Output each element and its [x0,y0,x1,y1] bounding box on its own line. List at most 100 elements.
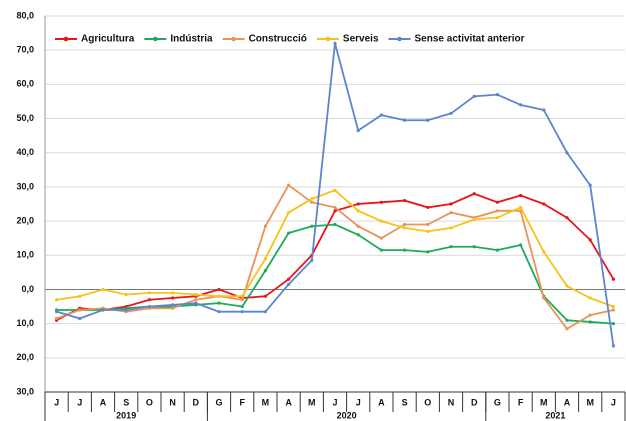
point [78,308,82,312]
point [565,216,569,220]
y-tick-label: 70,0 [16,45,34,55]
point [426,205,430,210]
point [565,318,569,322]
x-tick-label: J [332,397,337,407]
point [472,217,476,221]
point [356,224,360,228]
point [588,313,592,317]
point [495,248,499,252]
x-tick-label: M [586,397,594,407]
point [519,103,523,107]
point [356,209,360,213]
series-line [56,192,615,322]
point [426,118,430,122]
point [403,118,407,122]
point [101,287,105,292]
x-tick-label: M [308,397,316,407]
point [240,310,244,314]
x-group-label: 2019 [116,410,136,420]
y-tick-label: 30,0 [16,181,34,191]
point [240,298,244,302]
x-tick-label: J [611,397,616,407]
point [611,344,616,348]
point [356,233,360,237]
point [379,248,383,252]
legend-label: Serveis [343,34,379,45]
x-tick-label: A [285,397,292,407]
legend-marker [397,36,402,42]
point [542,296,546,300]
point [55,298,59,302]
x-tick-label: S [123,397,129,407]
y-tick-label: 40,0 [16,147,34,157]
x-tick-label: M [540,397,548,407]
point [611,308,616,312]
legend-label: Construcció [249,34,307,45]
point [519,193,523,198]
y-tick-label: 50,0 [16,113,34,123]
point [287,282,291,286]
point [333,188,337,192]
point [263,224,267,228]
point [217,310,221,314]
point [565,284,569,288]
point [217,294,221,298]
series-line [56,43,615,346]
point [495,216,499,220]
point [124,308,128,312]
y-tick-label: 80,0 [16,10,34,20]
point [588,296,592,300]
point [449,245,453,249]
point [356,202,360,206]
point [542,108,546,112]
point [379,113,383,117]
point [333,205,337,210]
legend-marker [153,36,158,42]
y-tick-label: 60,0 [16,79,34,89]
point [171,296,175,300]
point [310,224,314,228]
x-tick-label: G [494,397,501,407]
point [171,291,175,295]
point [495,93,499,97]
legend-marker [231,36,236,42]
x-tick-label: A [564,397,571,407]
point [379,219,383,223]
legend-marker [63,36,69,42]
point [403,226,407,230]
point [78,316,82,321]
point [426,250,430,254]
point [519,205,523,210]
x-tick-label: N [169,397,176,407]
point [147,304,151,309]
point [263,294,267,298]
point [263,257,267,261]
point [611,322,616,326]
point [379,200,383,204]
point [495,200,499,204]
point [542,250,546,254]
x-group-label: 2020 [337,410,357,420]
x-tick-label: J [77,397,82,407]
x-tick-label: D [471,397,478,407]
point [611,304,616,309]
point [333,41,337,45]
point [588,320,592,324]
point [147,298,151,302]
point [449,210,453,215]
x-tick-label: S [402,397,408,407]
x-tick-label: N [448,397,455,407]
x-tick-label: A [378,397,385,407]
point [101,308,105,312]
legend: Agricultura Indústria Construcció Serveis Se… [55,34,525,45]
point [403,222,407,227]
point [472,94,476,98]
point [310,197,314,201]
point [194,298,198,302]
y-tick-label: 20,0 [16,215,34,225]
x-group-label: 2021 [545,410,565,420]
point [287,231,291,235]
point [194,301,198,305]
point [426,229,430,233]
